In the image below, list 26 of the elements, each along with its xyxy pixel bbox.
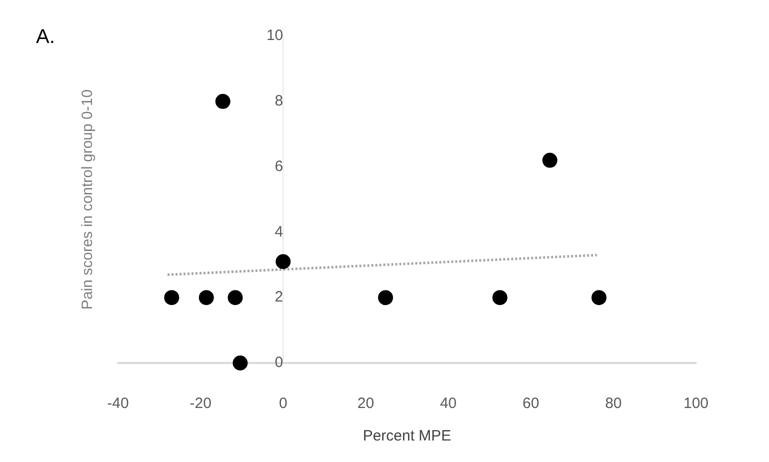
x-tick-label: 60 (522, 395, 540, 412)
point (276, 254, 291, 270)
point (232, 356, 248, 370)
point (492, 290, 508, 306)
x-tick-label: -20 (190, 395, 212, 412)
text: A. (36, 26, 55, 49)
x-tick-label: 100 (683, 395, 709, 412)
x-tick-label: 20 (357, 395, 374, 412)
point (164, 290, 180, 306)
y-tick-label: 4 (274, 223, 284, 240)
point (215, 94, 230, 109)
x-axis-title: Percent MPE (362, 428, 452, 445)
y-tick-label: 10 (266, 27, 284, 44)
y-axis-title: Pain scores in control group 0-10 (79, 89, 96, 310)
point (542, 152, 558, 168)
y-tick-label: 8 (274, 92, 284, 110)
x-tick-label: 80 (605, 395, 622, 412)
y-tick-label: 6 (274, 158, 284, 175)
x-tick-label: 40 (440, 395, 457, 412)
x-tick-label: -40 (107, 395, 129, 412)
point (228, 290, 243, 306)
y-tick-label: 2 (274, 288, 284, 306)
point (198, 290, 214, 306)
point (591, 290, 606, 306)
y-tick-label: 0 (274, 354, 284, 372)
point (378, 290, 394, 306)
